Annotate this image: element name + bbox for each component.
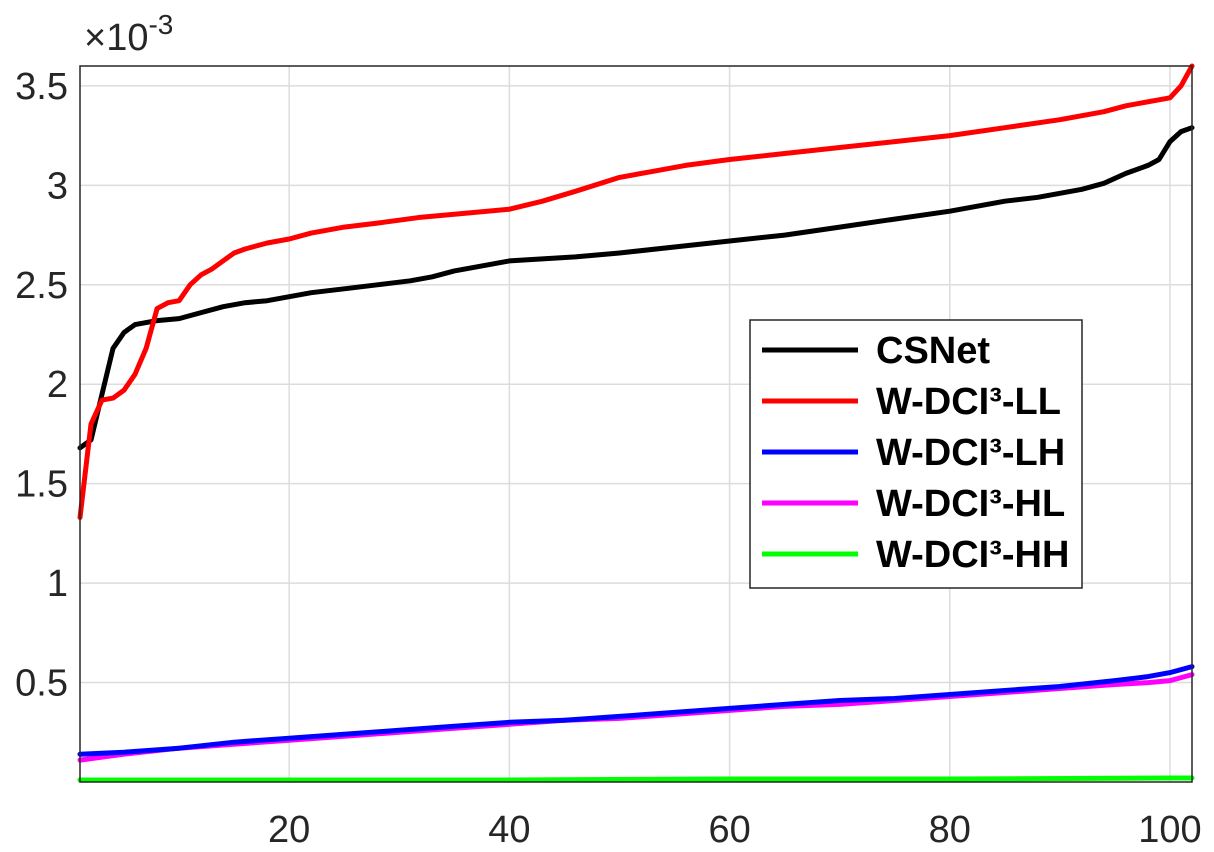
y-tick-label: 1 <box>47 563 68 605</box>
legend-label: W-DCI³-LL <box>876 381 1061 423</box>
y-axis-multiplier-exponent: -3 <box>148 9 173 40</box>
series-line-1 <box>77 63 1195 520</box>
x-tick-label: 80 <box>929 809 971 847</box>
series-line-4 <box>77 775 1195 783</box>
y-tick-label: 0.5 <box>15 663 68 705</box>
y-tick-label: 3 <box>47 165 68 207</box>
legend-label: W-DCI³-HL <box>876 483 1065 525</box>
y-tick-label: 2.5 <box>15 265 68 307</box>
y-axis-multiplier: ×10-3 <box>84 9 173 59</box>
series-lines <box>77 63 1195 783</box>
y-tick-label: 3.5 <box>15 66 68 108</box>
series-line-2 <box>77 664 1195 757</box>
legend: CSNet W-DCI³-LL W-DCI³-LH W-DCI³-HL W-DCI³-H… <box>749 319 1083 589</box>
y-axis-tick-labels: 0.5 1 1.5 2 2.5 3 3.5 <box>15 66 68 705</box>
legend-label: W-DCI³-LH <box>876 432 1065 474</box>
y-axis-multiplier-base: ×10 <box>84 17 148 59</box>
legend-label: W-DCI³-HH <box>876 534 1069 576</box>
x-tick-label: 100 <box>1138 809 1201 847</box>
x-tick-label: 60 <box>708 809 750 847</box>
x-axis-tick-labels: 20 40 60 80 100 <box>268 809 1202 851</box>
y-tick-label: 1.5 <box>15 464 68 506</box>
x-tick-label: 20 <box>268 809 310 847</box>
x-tick-label: 40 <box>488 809 530 847</box>
y-tick-label: 2 <box>47 364 68 406</box>
grid-lines <box>80 66 1192 782</box>
plot-area-frame <box>79 65 1193 783</box>
legend-label: CSNet <box>876 330 990 372</box>
